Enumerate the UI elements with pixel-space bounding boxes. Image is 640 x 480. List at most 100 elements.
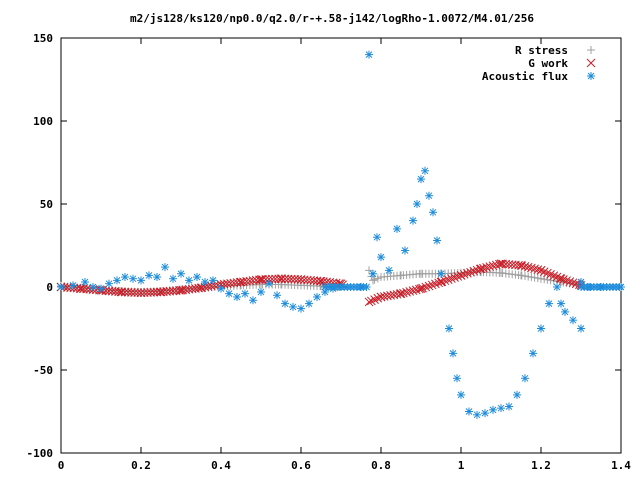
data-point: [377, 253, 385, 262]
data-point: [271, 274, 280, 284]
data-point: [433, 236, 441, 245]
data-point: [463, 268, 472, 278]
data-point: [431, 279, 440, 289]
data-point: [137, 276, 145, 285]
data-point: [143, 288, 152, 297]
data-point: [450, 273, 459, 282]
data-point: [505, 402, 513, 411]
data-point: [411, 285, 421, 295]
data-point: [475, 264, 485, 274]
data-point: [373, 233, 381, 242]
data-point: [257, 287, 265, 296]
data-point: [385, 266, 393, 275]
legend-label: R stress: [515, 44, 568, 57]
data-point: [447, 274, 456, 283]
data-point: [123, 287, 133, 297]
data-point: [453, 374, 461, 383]
y-tick-label: 150: [33, 32, 53, 45]
data-point: [225, 289, 233, 298]
legend-marker: [587, 72, 595, 80]
data-point: [521, 374, 529, 383]
data-point: [427, 280, 437, 290]
data-point: [469, 266, 479, 276]
data-point: [258, 275, 267, 284]
data-point: [434, 278, 443, 288]
data-point: [533, 274, 542, 283]
data-point: [127, 288, 136, 297]
data-point: [489, 405, 497, 414]
data-point: [265, 279, 273, 288]
data-point: [146, 288, 155, 297]
data-point: [261, 274, 271, 284]
data-point: [529, 349, 537, 358]
data-point: [481, 409, 489, 418]
data-point: [209, 276, 217, 285]
data-point: [280, 274, 290, 284]
data-point: [539, 267, 549, 277]
data-point: [169, 274, 177, 283]
data-point: [241, 289, 249, 298]
data-point: [545, 299, 553, 308]
data-point: [453, 272, 463, 281]
data-point: [264, 274, 274, 284]
data-point: [440, 276, 450, 286]
data-point: [185, 276, 193, 285]
data-point: [536, 266, 546, 275]
data-point: [365, 50, 373, 59]
data-point: [149, 287, 159, 297]
data-point: [553, 283, 561, 291]
series-layer: [56, 50, 625, 419]
data-point: [274, 274, 283, 284]
data-point: [537, 274, 545, 283]
data-point: [121, 273, 129, 282]
y-tick-label: 50: [40, 198, 53, 211]
data-point: [417, 175, 425, 184]
data-point: [373, 293, 383, 303]
data-point: [370, 275, 379, 284]
data-point: [555, 274, 565, 283]
data-point: [437, 277, 447, 287]
data-point: [57, 283, 65, 291]
y-tick-label: 0: [46, 281, 53, 294]
y-tick-label: -100: [27, 447, 54, 460]
data-point: [568, 278, 578, 288]
data-point: [217, 284, 225, 293]
data-point: [369, 269, 377, 278]
data-point: [130, 288, 139, 297]
data-point: [530, 273, 539, 282]
data-point: [465, 407, 473, 416]
data-point: [283, 274, 293, 284]
data-point: [233, 292, 241, 301]
data-point: [527, 273, 536, 282]
data-point: [129, 274, 137, 283]
data-point: [562, 276, 571, 285]
data-point: [393, 224, 401, 233]
plot-frame: [60, 37, 622, 454]
data-point: [367, 296, 376, 306]
data-point: [533, 265, 543, 274]
data-point: [373, 274, 382, 283]
data-point: [370, 295, 379, 304]
data-point: [401, 246, 409, 255]
data-point: [409, 216, 417, 225]
y-tick-label: -50: [33, 364, 53, 377]
x-tick-label: 0: [58, 459, 65, 472]
data-point: [524, 272, 533, 281]
data-point: [136, 288, 146, 298]
data-point: [561, 307, 569, 316]
data-point: [297, 304, 305, 313]
data-point: [472, 265, 482, 275]
tick-labels: 0 0.2 0.4 0.6 0.8 1 1.2 1.4 150 100 50 0 -50 -100: [27, 32, 632, 472]
data-point: [424, 281, 434, 291]
data-point: [105, 279, 113, 288]
series-acoustic-flux: [57, 50, 625, 419]
data-point: [287, 274, 296, 284]
x-tick-label: 0.6: [291, 459, 311, 472]
data-point: [459, 269, 469, 279]
data-point: [421, 166, 429, 175]
data-point: [273, 291, 281, 300]
data-point: [281, 299, 289, 308]
legend-marker: [587, 46, 595, 54]
